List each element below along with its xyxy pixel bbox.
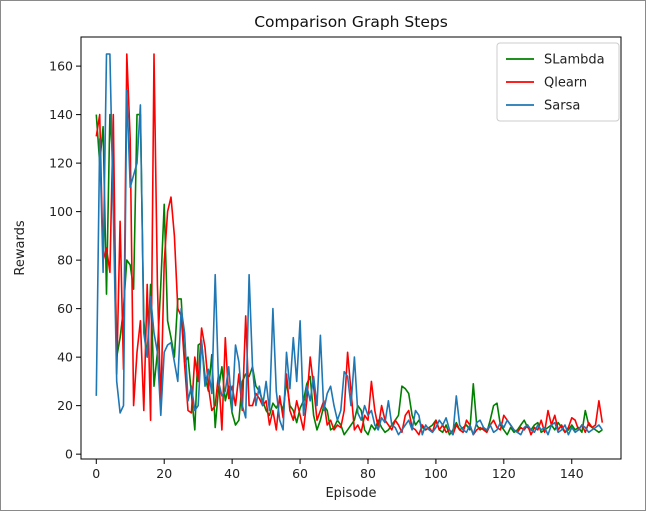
x-tick-label: 20 <box>156 466 172 481</box>
y-tick-label: 20 <box>57 398 73 413</box>
legend-box <box>496 42 620 122</box>
legend-label: SLambda <box>544 53 605 68</box>
axes-frame <box>80 36 622 460</box>
y-axis-ticks: 0 20 40 60 80 100 120 140 160 <box>49 59 81 462</box>
plot-lines <box>95 53 604 436</box>
series-line-sarsa <box>95 53 603 436</box>
y-tick-label: 100 <box>49 204 73 219</box>
y-axis-label: Rewards <box>13 220 28 275</box>
y-tick-label: 160 <box>49 59 73 74</box>
y-tick-label: 120 <box>49 156 73 171</box>
x-tick-label: 80 <box>360 466 376 481</box>
x-axis-label: Episode <box>325 486 376 501</box>
legend-label: Qlearn <box>544 76 587 91</box>
series-line-slambda <box>95 113 603 436</box>
y-tick-label: 40 <box>57 350 73 365</box>
chart-title: Comparison Graph Steps <box>254 13 448 31</box>
x-tick-label: 100 <box>424 466 448 481</box>
y-tick-label: 60 <box>57 301 73 316</box>
y-tick-label: 0 <box>65 447 73 462</box>
x-tick-label: 40 <box>224 466 240 481</box>
x-tick-label: 140 <box>560 466 584 481</box>
x-axis-ticks: 0 20 40 60 80 100 120 140 <box>92 459 584 481</box>
y-tick-label: 140 <box>49 107 73 122</box>
x-tick-label: 120 <box>492 466 516 481</box>
legend-label: Sarsa <box>544 99 580 114</box>
y-tick-label: 80 <box>57 253 73 268</box>
x-tick-label: 60 <box>292 466 308 481</box>
legend: SLambda Qlearn Sarsa <box>496 42 620 122</box>
x-tick-label: 0 <box>92 466 100 481</box>
